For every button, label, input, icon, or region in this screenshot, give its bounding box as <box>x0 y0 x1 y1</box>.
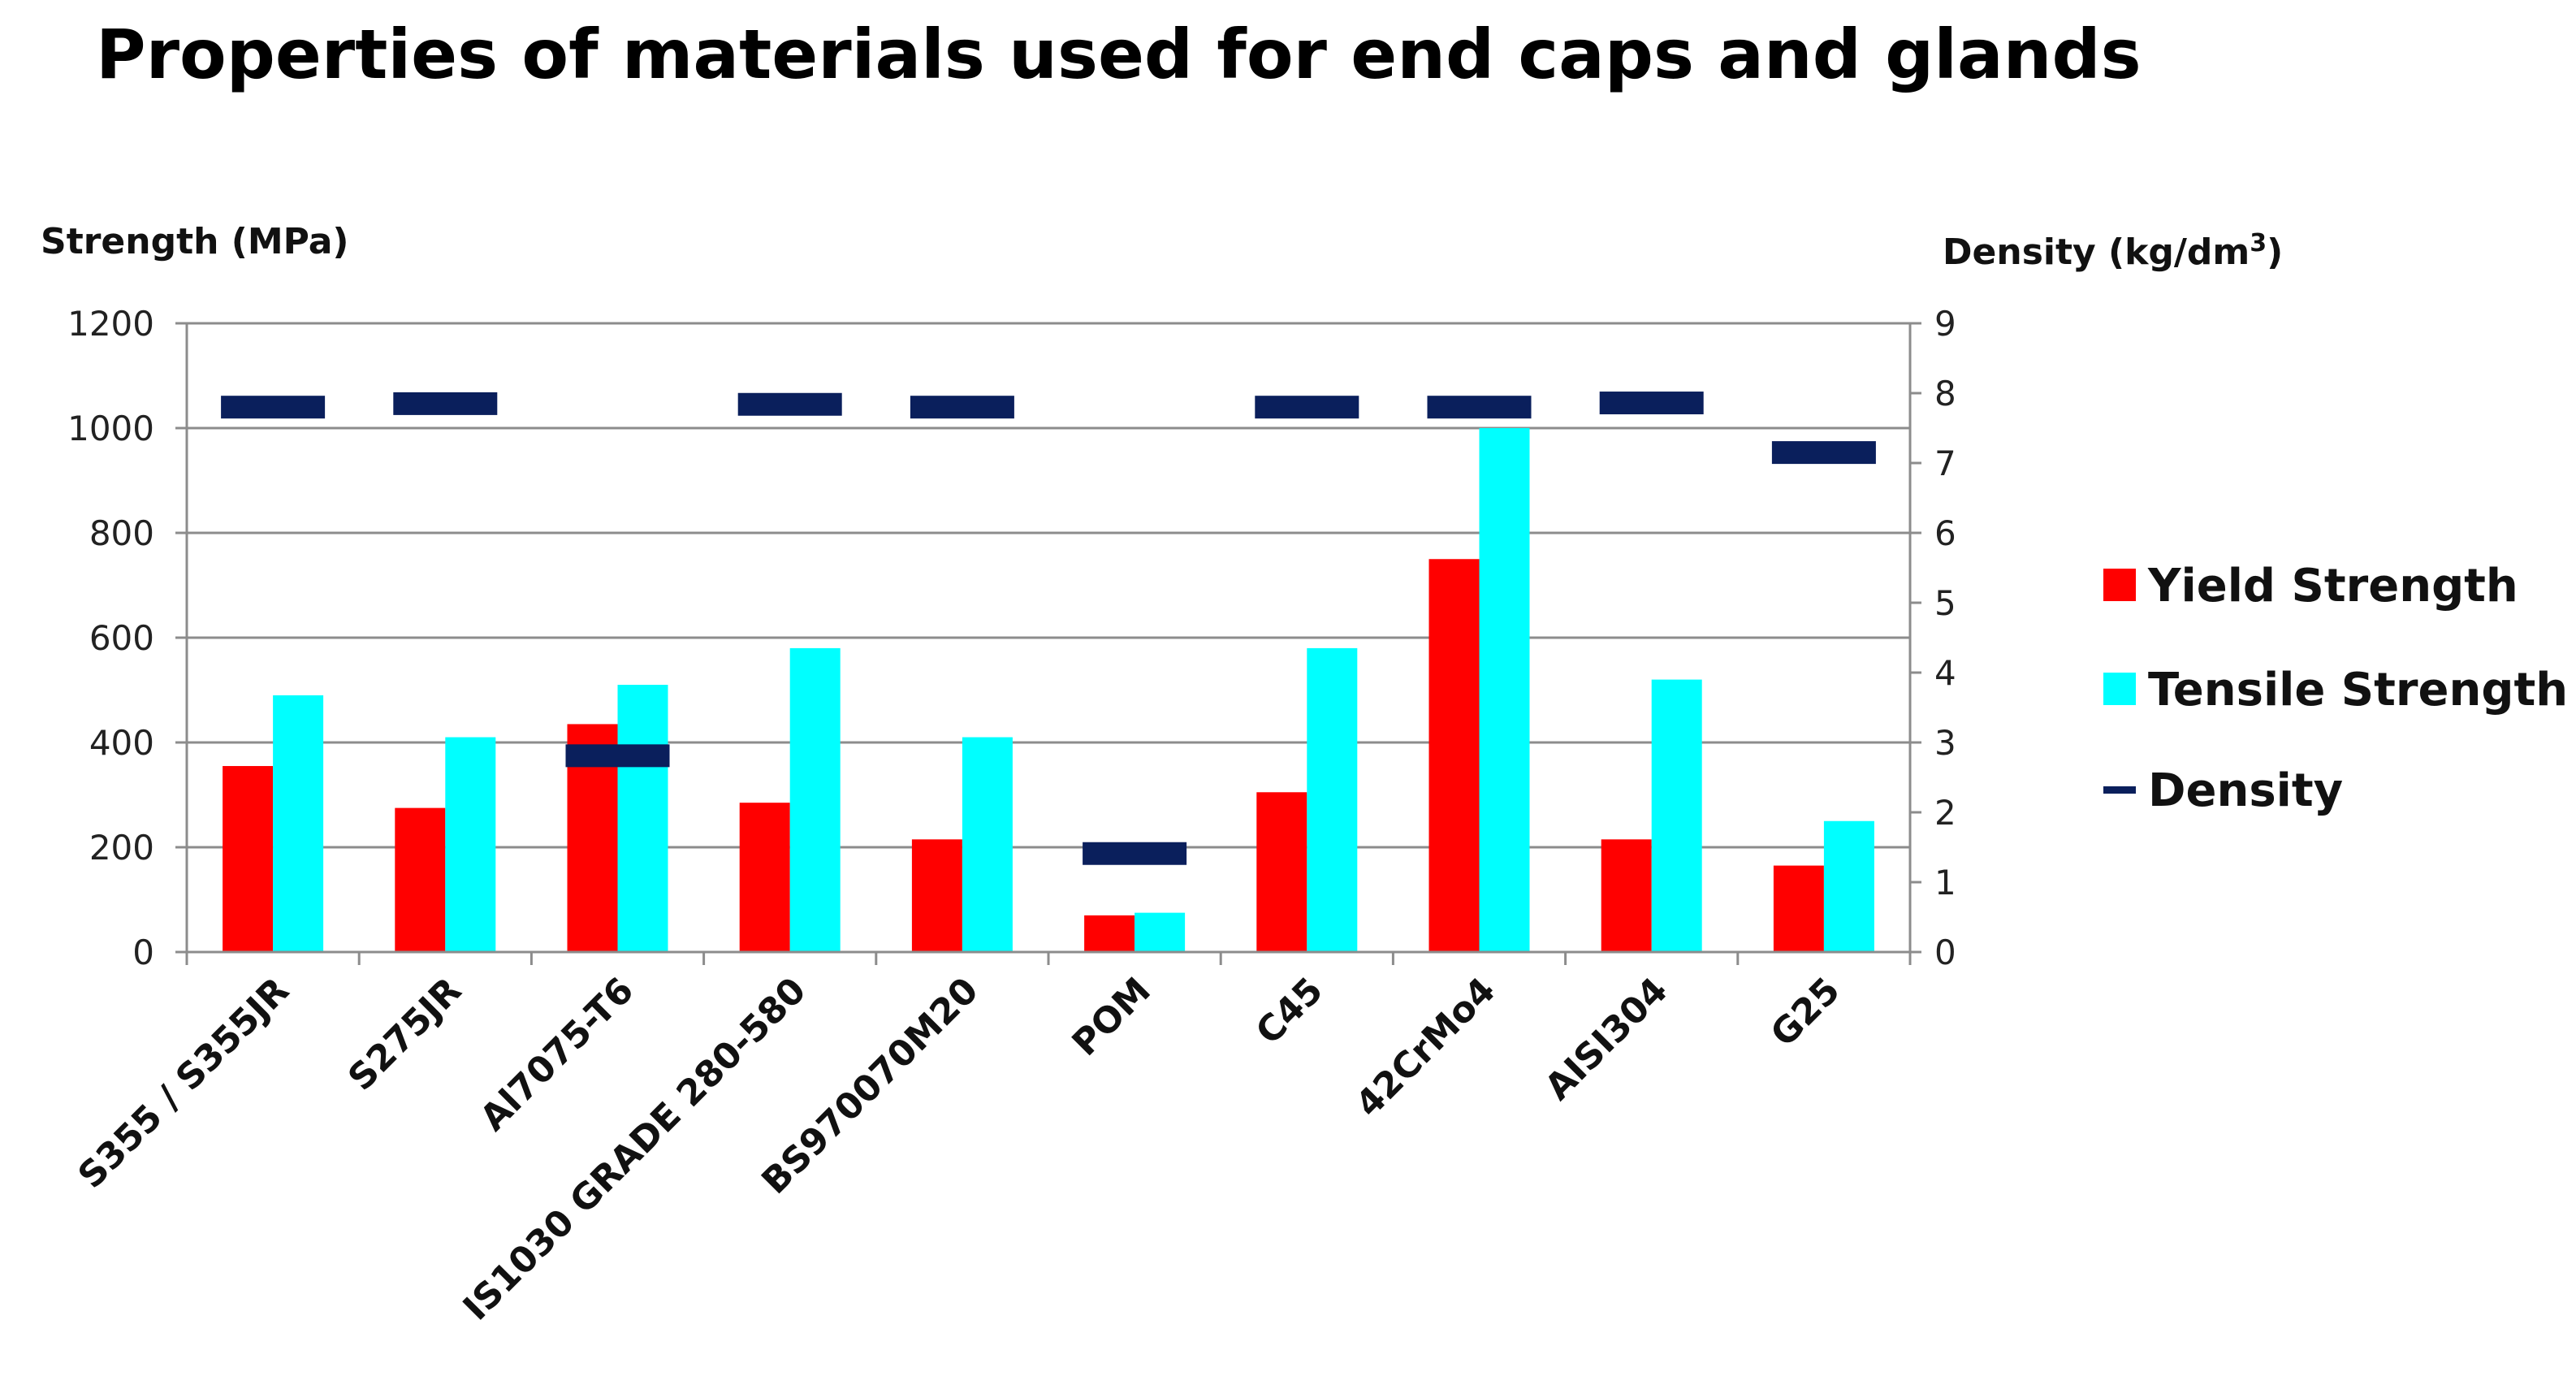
density-marker <box>737 392 842 416</box>
y-tick-label: 1200 <box>67 304 154 344</box>
y-axis-title: Strength (MPa) <box>41 221 349 262</box>
category-label: 42CrMo4 <box>1348 970 1504 1126</box>
category-label: G25 <box>1763 970 1848 1055</box>
category-label: POM <box>1065 970 1159 1064</box>
y2-tick-label: 6 <box>1934 513 1956 553</box>
category-label: AISI304 <box>1537 970 1676 1109</box>
density-marker <box>221 396 326 419</box>
density-marker <box>565 744 670 768</box>
y2-tick-label: 4 <box>1934 653 1956 693</box>
yield-bar <box>223 766 274 952</box>
y-tick-label: 200 <box>89 828 154 868</box>
bars <box>223 428 1874 952</box>
density-marker <box>393 392 498 415</box>
y2-axis-title: Density (kg/dm3) <box>1943 229 2283 273</box>
y-tick-label: 0 <box>132 933 154 972</box>
tensile-bar <box>1135 912 1186 952</box>
y-tick-label: 1000 <box>67 409 154 448</box>
density-marker <box>1427 396 1532 419</box>
density-marker <box>1083 842 1187 865</box>
density-marker <box>1255 396 1359 419</box>
legend-swatch-density <box>2103 786 2136 794</box>
category-label: Al7075-T6 <box>473 970 642 1140</box>
density-markers <box>221 392 1876 865</box>
y2-tick-label: 5 <box>1934 583 1956 623</box>
yield-bar <box>1601 839 1652 952</box>
y2-axis-title-sup: 3 <box>2250 229 2267 258</box>
yield-bar <box>1428 559 1480 952</box>
yield-bar <box>1773 865 1824 952</box>
tensile-bar <box>1823 820 1874 952</box>
legend-label-tensile: Tensile Strength <box>2148 664 2568 716</box>
tensile-bar <box>273 695 324 952</box>
y2-axis-title-main: Density (kg/dm <box>1943 232 2250 273</box>
y2-tick-labels: 0 1 2 3 4 5 6 7 8 9 <box>1934 304 1956 972</box>
y2-tick-label: 2 <box>1934 793 1956 833</box>
yield-bar <box>739 803 790 952</box>
yield-bar <box>911 839 962 952</box>
y2-tick-label: 9 <box>1934 304 1956 344</box>
tensile-bar <box>1479 428 1530 952</box>
tensile-bar <box>445 737 496 952</box>
y-tick-label: 600 <box>89 618 154 658</box>
legend-label-density: Density <box>2148 764 2343 817</box>
y2-tick-label: 1 <box>1934 863 1956 902</box>
density-marker <box>1599 392 1704 415</box>
tensile-bar <box>617 685 668 952</box>
category-label: S355 / S355JR <box>71 970 297 1197</box>
chart-title: Properties of materials used for end cap… <box>96 15 2142 94</box>
y2-tick-label: 0 <box>1934 933 1956 972</box>
axes <box>175 322 1921 965</box>
y-tick-label: 800 <box>89 513 154 553</box>
category-label: IS1030 GRADE 280-580 <box>456 970 815 1329</box>
legend: Yield Strength Tensile Strength Density <box>2103 560 2568 817</box>
legend-label-yield: Yield Strength <box>2147 560 2518 612</box>
y2-tick-label: 3 <box>1934 723 1956 763</box>
y-tick-labels: 0 200 400 600 800 1000 1200 <box>67 304 154 972</box>
y2-axis-title-close: ) <box>2267 232 2283 273</box>
y2-tick-label: 8 <box>1934 374 1956 413</box>
tensile-bar <box>1651 679 1702 952</box>
legend-swatch-tensile <box>2103 673 2136 705</box>
yield-bar <box>1256 792 1307 952</box>
density-marker <box>1771 441 1876 465</box>
y-tick-label: 400 <box>89 723 154 763</box>
yield-bar <box>1084 915 1135 952</box>
legend-swatch-yield <box>2103 569 2136 601</box>
tensile-bar <box>1307 647 1358 952</box>
tensile-bar <box>789 647 841 952</box>
category-label: C45 <box>1248 970 1331 1053</box>
y2-tick-label: 7 <box>1934 444 1956 483</box>
category-label: S275JR <box>340 970 469 1099</box>
density-marker <box>910 396 1014 419</box>
tensile-bar <box>962 737 1013 952</box>
yield-bar <box>395 807 446 952</box>
